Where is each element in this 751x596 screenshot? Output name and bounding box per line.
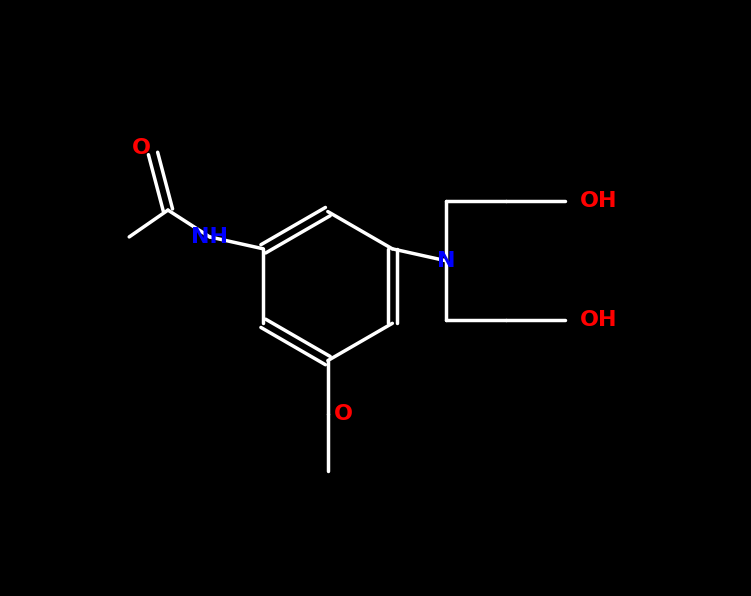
Text: OH: OH <box>580 311 617 330</box>
Text: N: N <box>437 251 455 271</box>
Text: O: O <box>333 404 353 424</box>
Text: NH: NH <box>192 227 228 247</box>
Text: O: O <box>131 138 151 157</box>
Text: OH: OH <box>580 191 617 211</box>
